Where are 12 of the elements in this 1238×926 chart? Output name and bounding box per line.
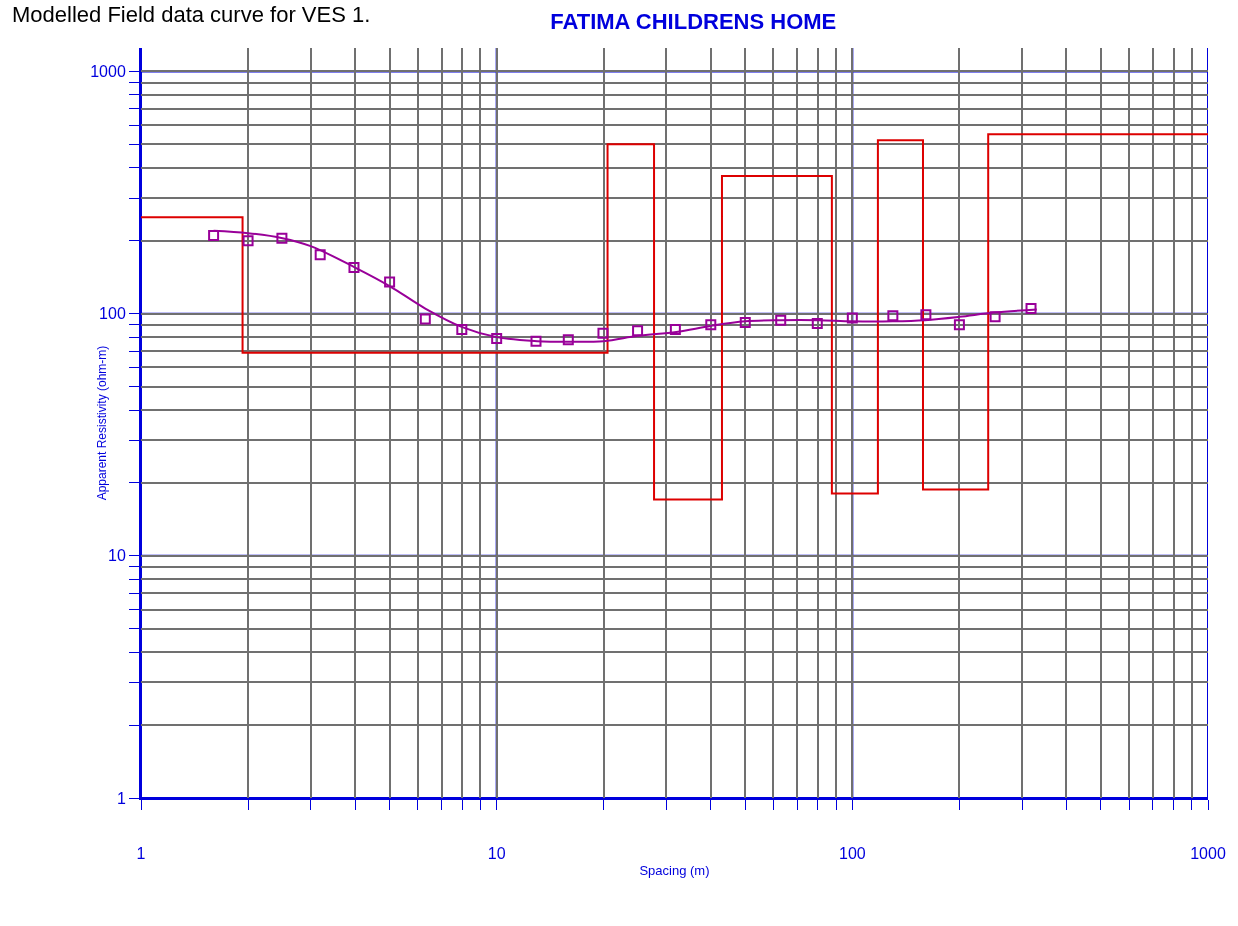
x-axis-title: Spacing (m): [639, 863, 710, 879]
x-tick-label: 10: [487, 845, 506, 863]
y-tick-label: 1000: [90, 63, 126, 81]
x-tick-label: 1: [136, 845, 146, 863]
x-tick-label: 1000: [1190, 845, 1226, 863]
y-tick-label: 100: [99, 305, 126, 323]
y-axis-title: Apparent Resistivity (ohm-m): [95, 345, 109, 501]
x-tick-label: 100: [838, 845, 866, 863]
chart-subtitle: FATIMA CHILDRENS HOME: [550, 9, 837, 35]
y-tick-label: 1: [116, 789, 126, 807]
y-tick-label: 10: [108, 547, 126, 565]
chart-title: Modelled Field data curve for VES 1.: [12, 2, 371, 28]
